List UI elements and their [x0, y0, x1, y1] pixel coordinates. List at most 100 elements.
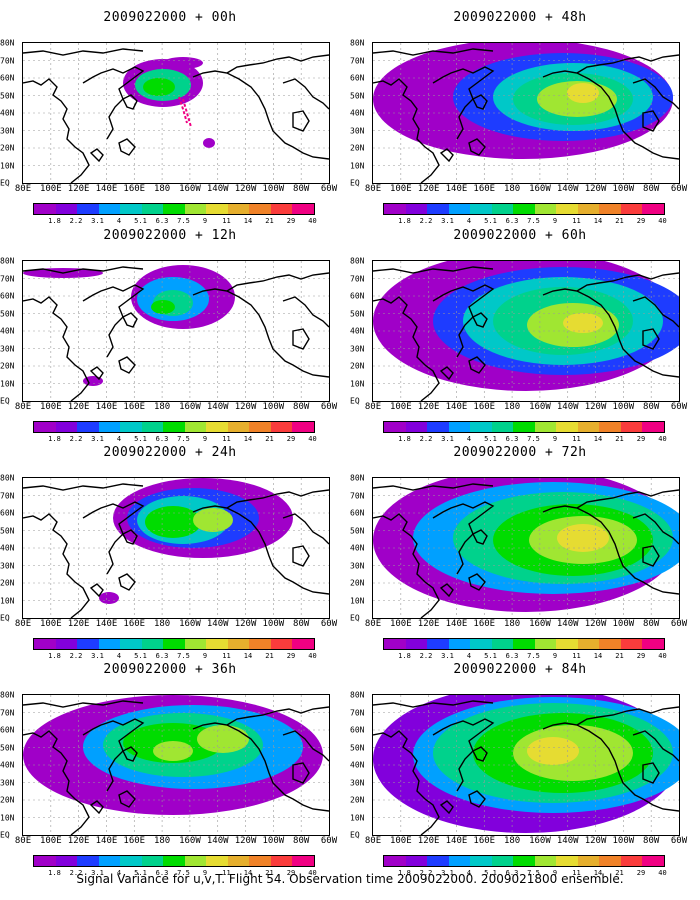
latitude-label: 20N [350, 578, 365, 588]
latitude-label: 70N [350, 56, 365, 65]
longitude-label: 100W [262, 619, 285, 629]
coastline [82, 501, 145, 575]
coastline [373, 78, 440, 183]
colorbar-swatch [184, 422, 206, 432]
coastline [439, 583, 454, 598]
longitude-label: 100W [262, 184, 285, 194]
colorbar-swatch [98, 856, 120, 866]
colorbar-label: 40 [658, 217, 667, 225]
colorbar-swatch [491, 639, 513, 649]
variance-contour [203, 138, 215, 148]
colorbar-label: 7.5 [177, 652, 190, 660]
coastline [226, 272, 329, 292]
coastline [118, 573, 136, 591]
longitude-label: 60W [320, 619, 338, 629]
colorbar-swatch [120, 422, 142, 432]
coastline [122, 746, 138, 762]
longitude-label: 80W [643, 184, 660, 194]
colorbar-swatch [427, 422, 449, 432]
colorbar-label: 21 [265, 217, 274, 225]
coastline [468, 790, 486, 808]
colorbar-label: 7.5 [527, 435, 540, 443]
latitude-label: 80N [0, 473, 15, 483]
coastline [632, 78, 679, 110]
colorbar-label: 3.1 [91, 435, 104, 443]
variance-contour [163, 57, 203, 69]
coastline [282, 296, 329, 328]
colorbar-label: 2.2 [419, 652, 433, 660]
colorbar-swatch [491, 422, 513, 432]
latitude-label: 20N [0, 578, 15, 588]
longitude-label: 100E [39, 836, 62, 846]
colorbar-swatch [470, 639, 492, 649]
coastline [642, 762, 660, 784]
colorbar-swatch [77, 856, 99, 866]
colorbar-swatch [556, 204, 578, 214]
colorbar-label: 14 [243, 217, 253, 225]
latitude-label: 70N [350, 491, 365, 500]
longitude-label: 160W [529, 184, 551, 194]
colorbar-swatch [292, 856, 314, 866]
colorbar [33, 855, 315, 867]
longitude-label: 160W [179, 619, 201, 629]
coastline [23, 730, 90, 835]
coastline [23, 296, 90, 401]
coastline [192, 722, 329, 812]
longitude-label: 80W [293, 619, 310, 629]
longitude-label: 60W [320, 402, 338, 412]
colorbar-label: 3.1 [91, 652, 104, 660]
coastline [89, 148, 104, 163]
colorbar-swatch [184, 856, 206, 866]
latitude-label: 10N [350, 813, 365, 822]
latitude-label: 20N [350, 795, 365, 805]
colorbar-swatch [556, 639, 578, 649]
latitude-label: 50N [350, 309, 365, 318]
colorbar-label: 29 [286, 435, 296, 443]
longitude-label: 140W [206, 184, 229, 194]
colorbar-swatch [534, 422, 556, 432]
latitude-label: EQ [0, 613, 10, 623]
longitude-label: 60W [320, 836, 338, 846]
colorbar-label: 29 [636, 435, 646, 443]
variance-contour [99, 592, 119, 604]
colorbar-swatch [642, 422, 664, 432]
longitude-label: 80W [293, 402, 310, 412]
colorbar-label: 6.3 [155, 435, 169, 443]
coastline [282, 513, 329, 545]
latitude-label: 50N [350, 526, 365, 535]
variance-contour [527, 737, 579, 765]
colorbar-swatch [184, 204, 206, 214]
variance-map [373, 695, 679, 835]
colorbar-swatch [206, 422, 228, 432]
latitude-label: 40N [0, 543, 15, 553]
colorbar-label: 2.2 [419, 435, 433, 443]
colorbar-label: 40 [308, 652, 317, 660]
coastline [472, 312, 488, 328]
coastline [23, 700, 144, 708]
coastline [82, 284, 145, 358]
colorbar-label: 6.3 [155, 652, 169, 660]
colorbar-swatch [55, 639, 77, 649]
variance-map [23, 478, 329, 618]
colorbar-label: 4 [466, 435, 472, 443]
longitude-label: 100W [612, 184, 635, 194]
longitude-label: 180 [153, 402, 171, 412]
longitude-label: 180 [503, 184, 521, 194]
longitude-label: 140W [206, 402, 229, 412]
colorbar-swatch [599, 204, 621, 214]
latitude-label: 50N [0, 91, 15, 100]
longitude-label: 160W [529, 619, 551, 629]
colorbar-label: 11 [222, 869, 231, 877]
coastline [432, 66, 495, 140]
coastline [226, 706, 329, 726]
colorbar-label: 5.1 [484, 217, 497, 225]
latitude-label: 40N [350, 108, 365, 118]
figure-caption: Signal Variance for u,v,T. Flight 54. Ob… [76, 872, 624, 886]
latitude-label: EQ [350, 396, 360, 406]
longitude-label: 60W [670, 836, 688, 846]
colorbar-label: 9 [202, 652, 208, 660]
colorbar-label: 6.3 [505, 217, 519, 225]
latitude-label: 60N [0, 73, 15, 83]
latitude-label: 70N [350, 274, 365, 283]
map-frame [372, 260, 680, 402]
